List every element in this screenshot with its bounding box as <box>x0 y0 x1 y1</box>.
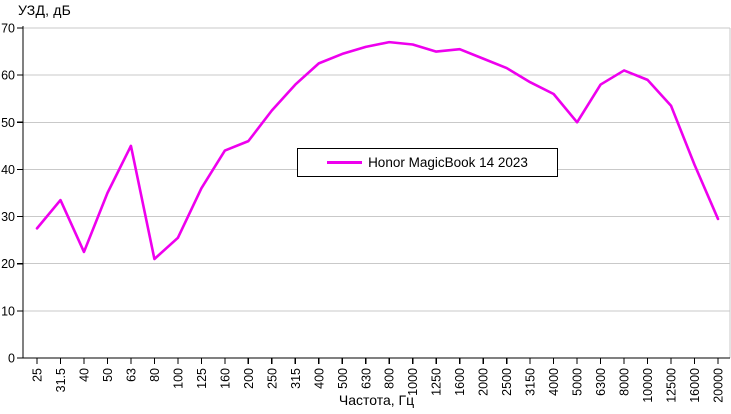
y-axis-title: УЗД, дБ <box>18 2 72 18</box>
x-tick-label: 4000 <box>547 368 561 396</box>
x-tick-label: 10000 <box>641 368 655 403</box>
y-tick-label: 0 <box>8 352 15 366</box>
x-tick-label: 3150 <box>524 368 538 396</box>
x-tick-label: 8000 <box>618 368 632 396</box>
x-tick-label: 630 <box>359 368 373 389</box>
x-tick-label: 16000 <box>688 368 702 403</box>
x-axis-title: Частота, Гц <box>338 392 415 408</box>
x-tick-label: 25 <box>31 368 45 382</box>
x-tick-label: 5000 <box>571 368 585 396</box>
x-tick-label: 400 <box>312 368 326 389</box>
x-tick-label: 63 <box>124 368 138 382</box>
y-tick-label: 60 <box>1 69 15 83</box>
x-tick-label: 50 <box>101 368 115 382</box>
x-tick-label: 20000 <box>712 368 726 403</box>
x-tick-label: 40 <box>77 368 91 382</box>
y-tick-label: 30 <box>1 210 15 224</box>
y-tick-label: 70 <box>1 22 15 36</box>
y-tick-label: 10 <box>1 304 15 318</box>
y-tick-label: 20 <box>1 257 15 271</box>
x-tick-label: 31.5 <box>54 368 68 392</box>
x-tick-label: 2500 <box>500 368 514 396</box>
x-tick-label: 2000 <box>477 368 491 396</box>
x-tick-label: 6300 <box>594 368 608 396</box>
x-tick-label: 500 <box>336 368 350 389</box>
x-tick-label: 1600 <box>453 368 467 396</box>
series-line <box>35 40 720 261</box>
x-tick-label: 1000 <box>406 368 420 396</box>
x-tick-label: 100 <box>171 368 185 389</box>
x-tick-label: 250 <box>265 368 279 389</box>
legend-series-label: Honor MagicBook 14 2023 <box>368 155 528 170</box>
y-tick-label: 40 <box>1 163 15 177</box>
x-tick-label: 800 <box>383 368 397 389</box>
legend: Honor MagicBook 14 2023 <box>297 148 558 177</box>
y-tick-label: 50 <box>1 116 15 130</box>
x-tick-label: 200 <box>242 368 256 389</box>
legend-line-swatch <box>327 161 363 164</box>
x-tick-label: 315 <box>289 368 303 389</box>
x-tick-label: 1250 <box>430 368 444 396</box>
x-tick-label: 160 <box>218 368 232 389</box>
x-tick-label: 12500 <box>665 368 679 403</box>
x-tick-label: 125 <box>195 368 209 389</box>
x-tick-label: 80 <box>148 368 162 382</box>
